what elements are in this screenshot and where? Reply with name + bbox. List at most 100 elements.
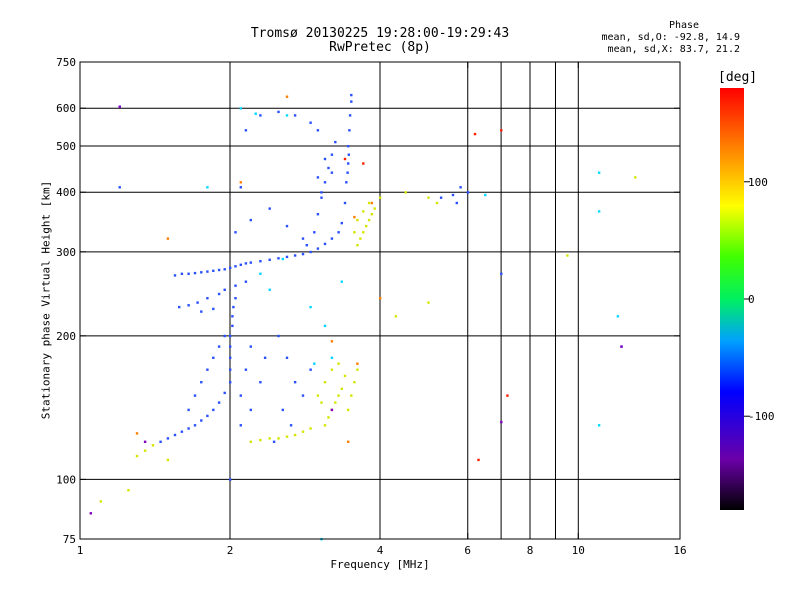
- data-point: [223, 391, 226, 395]
- data-point: [249, 440, 252, 443]
- data-point: [223, 268, 226, 271]
- data-point: [353, 381, 356, 384]
- data-point: [343, 157, 347, 161]
- data-point: [193, 424, 197, 427]
- data-point: [217, 268, 221, 272]
- data-point: [249, 345, 252, 348]
- x-tick-label: 16: [673, 544, 686, 557]
- data-point: [229, 381, 232, 384]
- data-point: [212, 356, 215, 359]
- data-point: [234, 297, 237, 300]
- data-point: [320, 191, 323, 194]
- data-point: [239, 107, 242, 110]
- data-point: [259, 260, 262, 263]
- data-point: [231, 315, 234, 318]
- data-point: [427, 301, 430, 304]
- data-point: [249, 218, 252, 222]
- data-point: [330, 171, 334, 174]
- data-point: [323, 242, 327, 246]
- data-point: [187, 408, 190, 412]
- data-point: [206, 297, 209, 300]
- data-point: [206, 186, 209, 189]
- data-point: [316, 176, 320, 179]
- data-point: [173, 274, 177, 277]
- data-point: [281, 408, 284, 412]
- data-point: [347, 408, 350, 412]
- colorbar-ticks: -100 0 100: [744, 176, 775, 423]
- data-point: [223, 334, 226, 338]
- data-point: [373, 207, 376, 210]
- data-point: [500, 420, 503, 424]
- data-point: [330, 356, 334, 359]
- data-point: [259, 114, 262, 117]
- data-point: [309, 121, 312, 124]
- data-point: [217, 345, 221, 348]
- data-point: [473, 132, 477, 136]
- data-point: [285, 224, 289, 228]
- data-point: [277, 437, 280, 440]
- data-point: [439, 196, 443, 199]
- data-point: [301, 252, 305, 256]
- data-point: [500, 129, 503, 132]
- data-point: [350, 100, 353, 103]
- data-point: [268, 207, 271, 210]
- data-point: [330, 237, 334, 240]
- data-point: [187, 304, 190, 307]
- data-point: [118, 186, 121, 189]
- data-point: [277, 257, 280, 260]
- data-point: [285, 95, 289, 98]
- data-point: [200, 310, 203, 313]
- data-point: [268, 258, 271, 261]
- data-point: [166, 437, 170, 440]
- data-point: [337, 231, 340, 234]
- data-point: [234, 284, 237, 287]
- data-point: [277, 334, 280, 338]
- data-point: [229, 356, 232, 359]
- data-point: [293, 254, 297, 257]
- data-point: [323, 181, 327, 184]
- data-point: [350, 93, 353, 97]
- data-point: [193, 271, 197, 275]
- data-point: [143, 440, 147, 443]
- data-point: [435, 201, 439, 205]
- x-tick-label: 4: [377, 544, 384, 557]
- data-point: [327, 166, 330, 170]
- x-tick-label: 10: [572, 544, 585, 557]
- data-point: [320, 196, 323, 199]
- data-point: [323, 157, 327, 161]
- data-point: [180, 272, 184, 275]
- data-point: [263, 356, 267, 359]
- data-point: [239, 263, 242, 266]
- data-point: [348, 129, 351, 132]
- phase-stats-header: Phase: [668, 20, 700, 31]
- data-point: [340, 387, 343, 390]
- data-point: [356, 368, 359, 371]
- data-point: [187, 427, 190, 430]
- data-point: [359, 237, 362, 240]
- data-point: [200, 381, 203, 384]
- colorbar: [720, 88, 744, 510]
- data-point: [200, 419, 203, 422]
- data-point: [217, 401, 221, 404]
- data-point: [347, 162, 350, 165]
- data-point: [234, 265, 237, 268]
- data-point: [301, 430, 305, 433]
- data-point: [347, 153, 350, 156]
- data-point: [244, 280, 248, 283]
- x-tick-label: 1: [77, 544, 84, 557]
- data-point: [367, 201, 371, 205]
- data-point: [239, 424, 242, 427]
- data-point: [427, 196, 430, 199]
- data-point: [597, 210, 601, 213]
- data-point: [365, 224, 368, 228]
- data-point: [254, 112, 257, 115]
- data-point: [166, 237, 170, 240]
- data-point: [272, 440, 276, 443]
- y-tick-label: 75: [63, 533, 76, 546]
- data-point: [330, 153, 334, 156]
- data-point: [212, 408, 215, 412]
- data-point: [196, 301, 199, 304]
- data-point: [135, 454, 139, 458]
- data-point: [340, 280, 343, 283]
- data-point: [370, 213, 374, 216]
